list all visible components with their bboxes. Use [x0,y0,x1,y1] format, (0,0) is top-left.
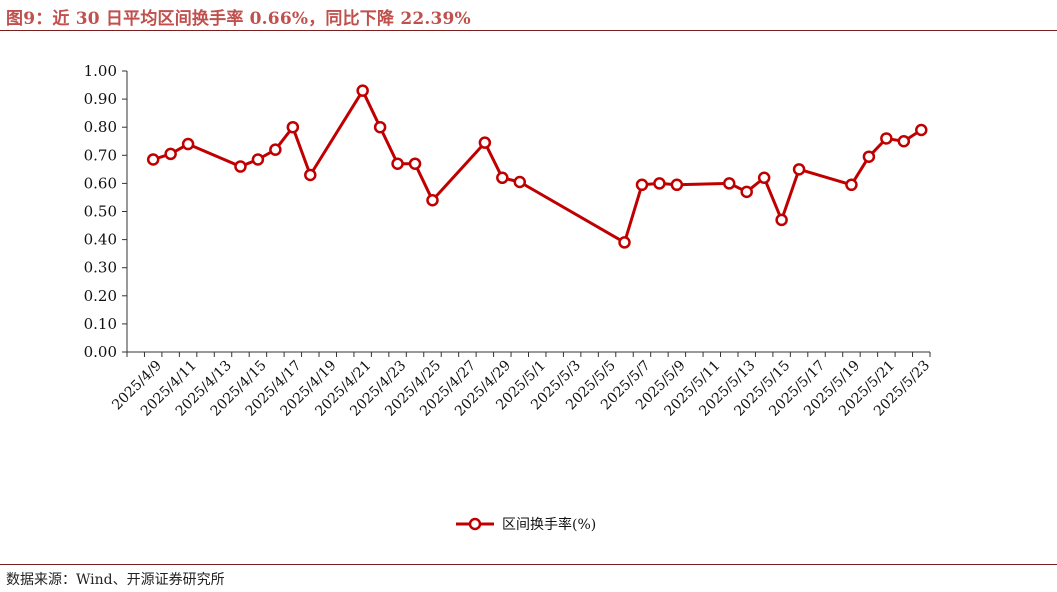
data-point [408,157,422,170]
data-point [426,194,439,207]
legend-label: 区间换手率(%) [502,516,596,533]
data-point [269,143,282,156]
data-point [845,178,858,192]
y-tick-label: 0.10 [84,315,117,333]
figure-title: 图9：近 30 日平均区间换手率 0.66%，同比下降 22.39% [6,9,471,29]
y-tick-label: 0.70 [84,146,117,164]
y-tick-label: 0.50 [84,203,117,221]
data-point [653,177,666,190]
legend-marker [468,517,482,531]
data-point [897,135,911,148]
data-point [775,213,788,227]
bottom-divider [0,564,1057,565]
data-point [164,147,177,161]
data-point [251,153,265,166]
data-point [740,185,753,199]
data-point [181,137,195,151]
top-divider [0,30,1057,31]
y-tick-label: 0.20 [84,287,117,305]
data-point [391,157,404,170]
data-point [880,132,893,145]
data-point [635,178,649,192]
data-point [304,168,317,182]
data-point [496,171,509,185]
data-point [513,175,527,189]
source-note: 数据来源：Wind、开源证券研究所 [6,572,225,588]
y-tick-label: 0.90 [84,90,117,108]
y-tick-label: 0.30 [84,259,117,277]
data-point [862,150,876,163]
y-tick-label: 0.40 [84,231,117,249]
data-point [373,120,387,134]
data-point [757,171,771,185]
data-point [670,178,684,192]
data-point [618,236,631,249]
y-tick-label: 0.60 [84,174,117,192]
y-tick-label: 1.00 [84,62,117,80]
data-point [356,84,369,97]
data-point [915,123,928,137]
data-point [792,163,806,176]
data-point [478,136,492,149]
data-point [234,160,247,173]
data-point [286,120,300,134]
y-tick-label: 0.00 [84,343,117,361]
y-tick-label: 0.80 [84,118,117,136]
data-point [723,177,736,190]
data-point [146,153,160,166]
series-line [152,89,923,244]
